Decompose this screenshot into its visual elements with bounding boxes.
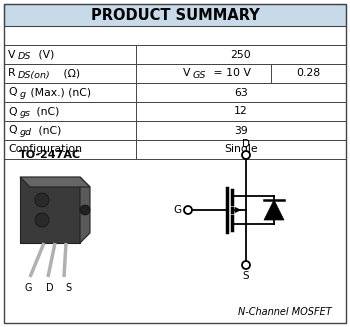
Text: gd: gd xyxy=(19,128,31,137)
Text: G: G xyxy=(173,205,181,215)
Text: D: D xyxy=(242,139,250,149)
Text: (Max.) (nC): (Max.) (nC) xyxy=(27,88,91,97)
Text: G: G xyxy=(24,283,32,293)
Text: DS: DS xyxy=(18,52,31,61)
Bar xyxy=(4,102,346,121)
Text: 39: 39 xyxy=(234,126,248,135)
Polygon shape xyxy=(264,200,284,220)
Text: = 10 V: = 10 V xyxy=(210,68,251,78)
Text: DS(on): DS(on) xyxy=(18,71,51,80)
Bar xyxy=(4,140,346,159)
Circle shape xyxy=(35,213,49,227)
Text: R: R xyxy=(8,68,16,78)
Text: Q: Q xyxy=(8,88,17,97)
Bar xyxy=(4,4,346,26)
Circle shape xyxy=(35,193,49,207)
Text: Single: Single xyxy=(224,145,258,154)
Text: (nC): (nC) xyxy=(34,107,60,116)
Text: (Ω): (Ω) xyxy=(61,68,80,78)
Text: V: V xyxy=(8,49,15,60)
Text: S: S xyxy=(243,271,249,281)
Circle shape xyxy=(242,261,250,269)
Text: 0.28: 0.28 xyxy=(296,68,321,78)
Circle shape xyxy=(242,151,250,159)
Text: PRODUCT SUMMARY: PRODUCT SUMMARY xyxy=(91,8,259,23)
Text: gs: gs xyxy=(19,109,30,118)
Text: Configuration: Configuration xyxy=(8,145,82,154)
Circle shape xyxy=(80,205,90,215)
Polygon shape xyxy=(20,177,90,187)
Text: N-Channel MOSFET: N-Channel MOSFET xyxy=(238,307,332,317)
Polygon shape xyxy=(80,177,90,243)
Text: D: D xyxy=(46,283,54,293)
Text: S: S xyxy=(65,283,71,293)
Bar xyxy=(4,83,346,102)
Text: TO-247AC: TO-247AC xyxy=(19,150,81,160)
Text: (V): (V) xyxy=(35,49,55,60)
Bar xyxy=(4,45,346,64)
Text: 63: 63 xyxy=(234,88,248,97)
Bar xyxy=(4,64,346,83)
Text: 250: 250 xyxy=(230,49,251,60)
Text: Q: Q xyxy=(8,107,17,116)
Bar xyxy=(4,121,346,140)
Text: GS: GS xyxy=(193,71,206,80)
Text: Q: Q xyxy=(8,126,17,135)
Text: 12: 12 xyxy=(234,107,248,116)
Polygon shape xyxy=(20,177,80,243)
Text: (nC): (nC) xyxy=(35,126,61,135)
Text: V: V xyxy=(183,68,191,78)
Text: g: g xyxy=(19,90,25,99)
Circle shape xyxy=(184,206,192,214)
